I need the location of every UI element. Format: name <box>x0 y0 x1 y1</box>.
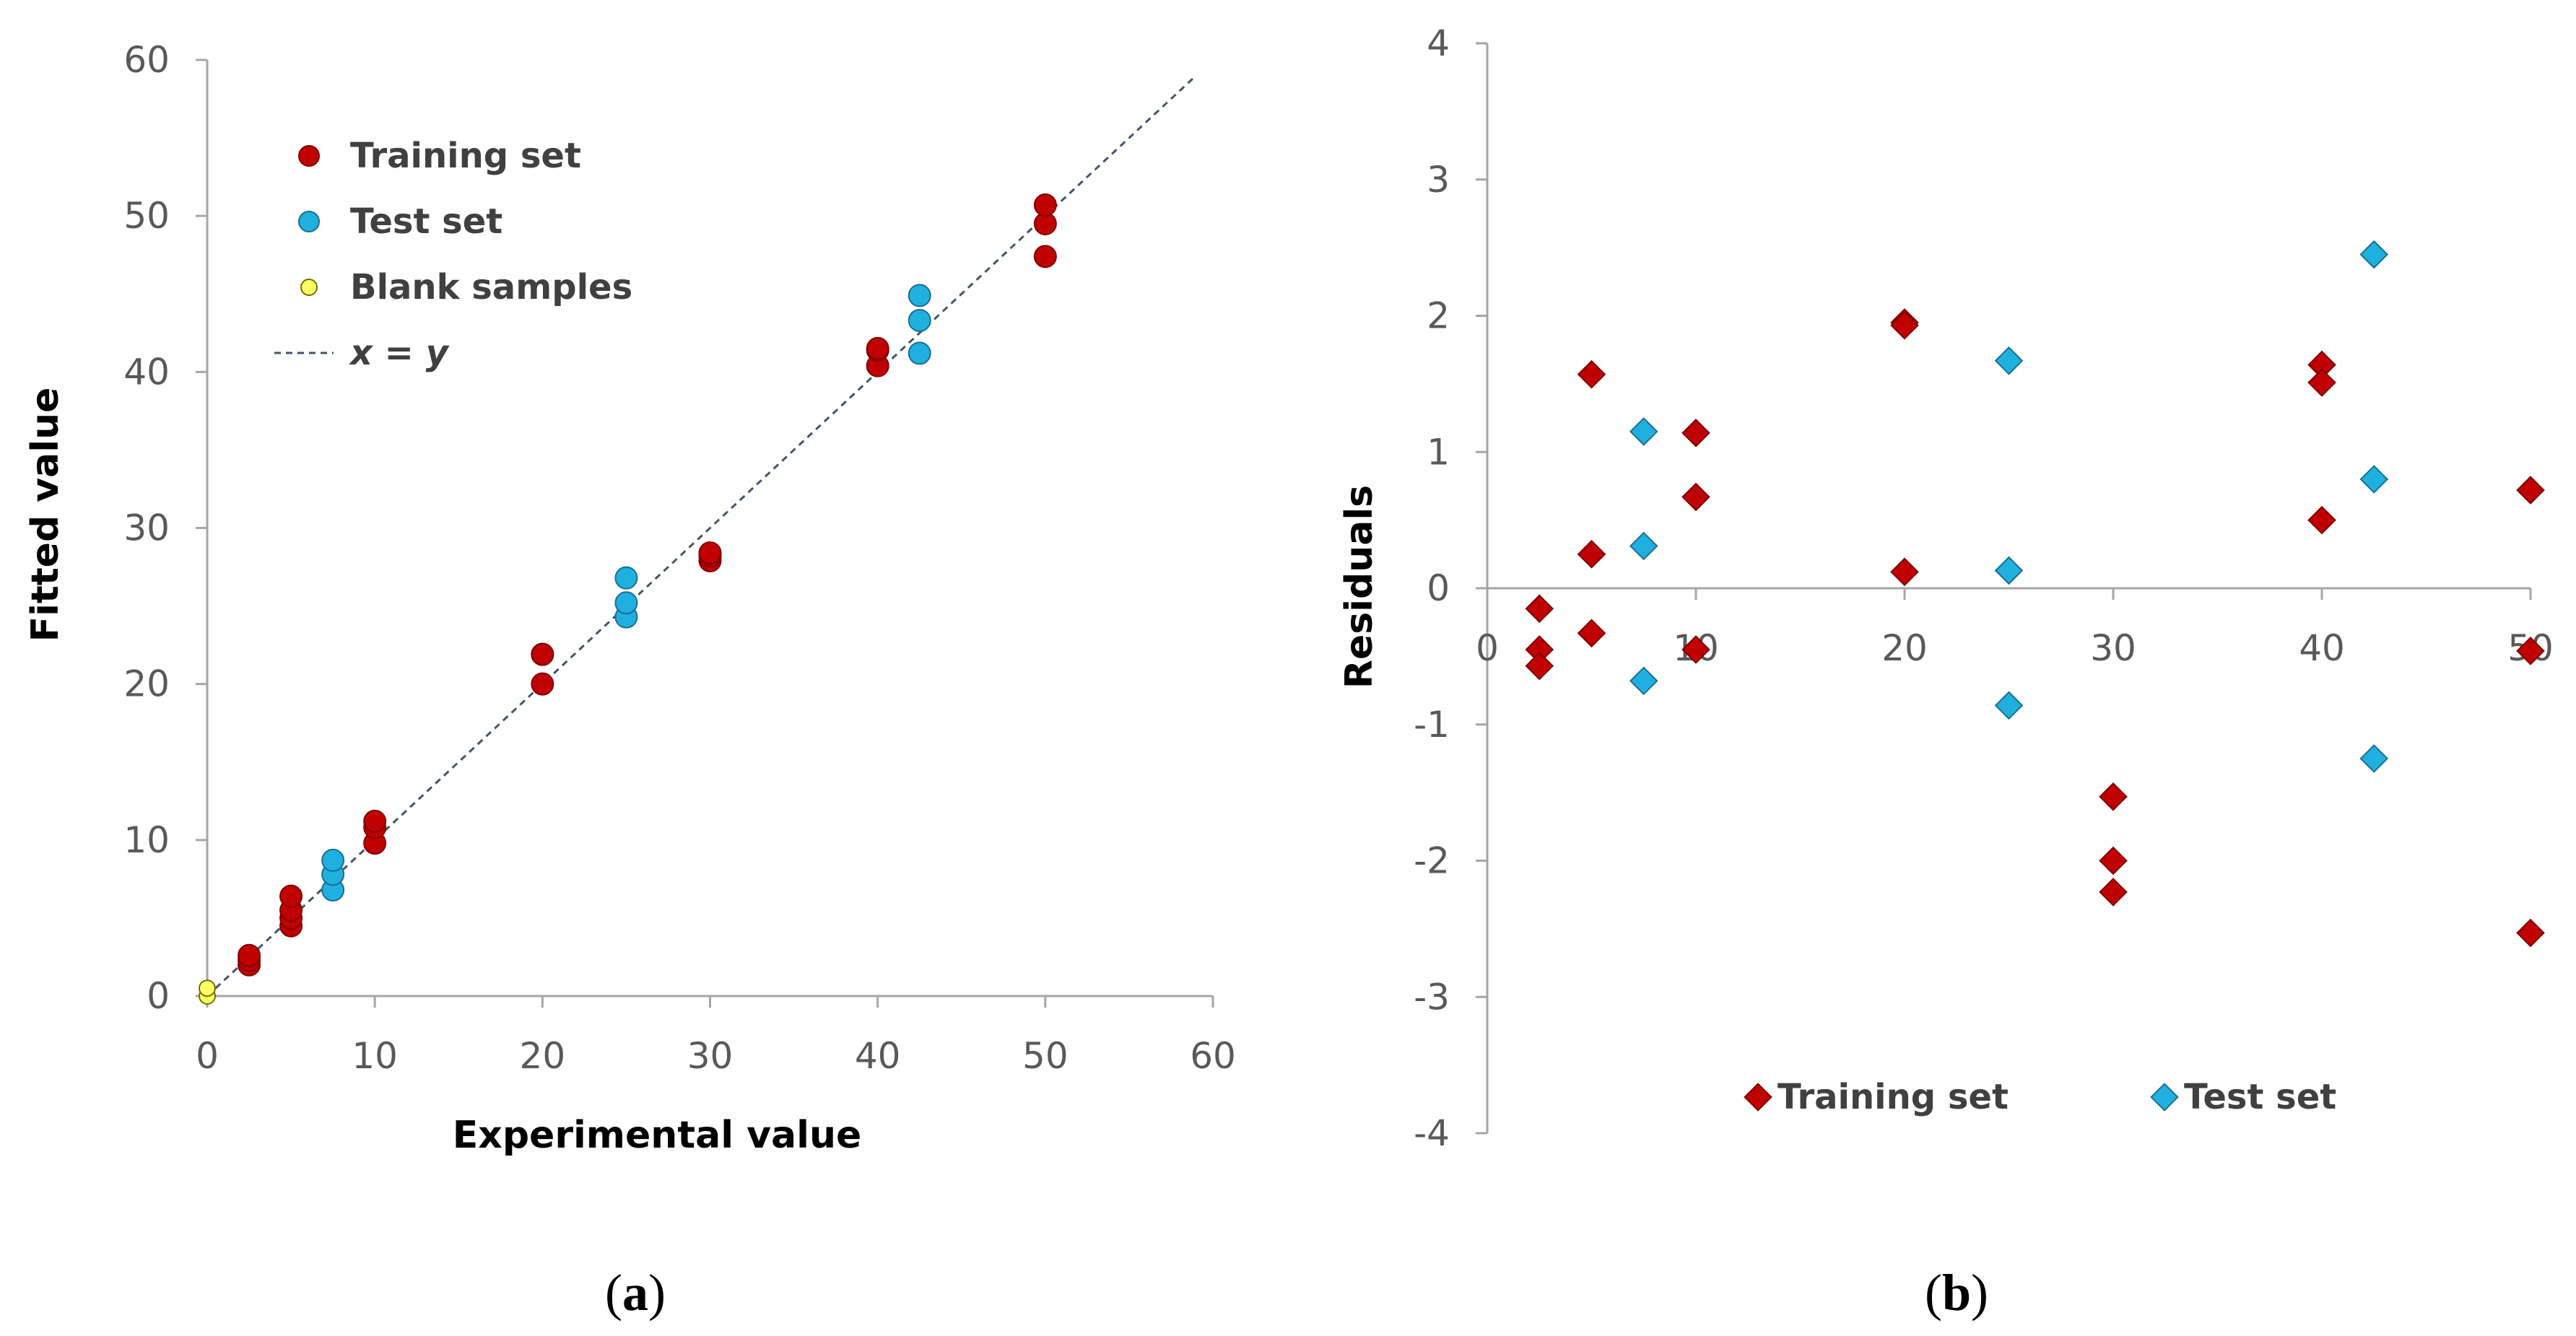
chart-b-ytick-label: 0 <box>1427 567 1450 609</box>
legend-b-test-label: Test set <box>2184 1077 2336 1117</box>
chart-a-ytick-label: 30 <box>123 507 170 549</box>
chart-a-xtick-label: 50 <box>1022 1035 1069 1077</box>
chart-b-training-point <box>1525 651 1554 681</box>
legend-a-training-label: Training set <box>350 136 581 176</box>
chart-b-training-point <box>2307 368 2336 397</box>
chart-a-xtick-label: 30 <box>687 1035 734 1077</box>
chart-a-xtick-label: 60 <box>1190 1035 1236 1077</box>
chart-a-ytick-label: 60 <box>123 39 170 81</box>
chart-b-test-point <box>1994 346 2024 375</box>
chart-a-points <box>199 193 1057 1005</box>
chart-b-xtick-label: 20 <box>1881 627 1928 669</box>
chart-a-training-point <box>1033 245 1057 268</box>
chart-a-tick-labels: 0 10 20 30 40 50 60 0 10 20 30 40 50 60 <box>123 39 1235 1077</box>
chart-b-ytick-label: 2 <box>1427 295 1450 337</box>
chart-b-training-point <box>2516 918 2545 948</box>
legend-a-blank-marker <box>300 279 318 296</box>
chart-a-ylabel: Fitted value <box>24 388 67 642</box>
chart-a-ytick-label: 50 <box>123 195 170 237</box>
chart-a-training-point <box>363 809 387 833</box>
legend-a-training-marker <box>298 145 320 167</box>
chart-b-training-point <box>1577 540 1606 569</box>
chart-a-test-point <box>908 284 931 307</box>
chart-b-training-point <box>2099 846 2128 876</box>
chart-b-training-point <box>1890 557 1919 587</box>
chart-b-training-point <box>2516 637 2545 665</box>
chart-a-training-point <box>279 884 303 908</box>
chart-a-training-point <box>1033 193 1057 217</box>
chart-b-training-point <box>1577 619 1606 648</box>
chart-b-test-point <box>1994 556 2024 585</box>
chart-b-ytick-label: -4 <box>1414 1112 1450 1154</box>
chart-b-ytick-label: 1 <box>1427 431 1450 473</box>
chart-a-training-point <box>698 541 722 565</box>
chart-a-axes <box>196 58 1214 1008</box>
chart-a-test-point <box>321 848 345 872</box>
chart-b-ytick-label: 3 <box>1427 159 1450 201</box>
chart-b-training-point <box>2516 476 2545 505</box>
chart-b-points <box>1525 240 2545 948</box>
chart-a: 0 10 20 30 40 50 60 0 10 20 30 40 50 60 Experimental … <box>24 39 1236 1322</box>
chart-b-ylabel: Residuals <box>1338 485 1381 689</box>
chart-b-training-point <box>1681 635 1710 664</box>
legend-b-training-label: Training set <box>1777 1077 2009 1117</box>
chart-b-training-point <box>2307 505 2336 535</box>
chart-b-ytick-label: -2 <box>1414 840 1450 882</box>
chart-a-test-point <box>908 308 931 332</box>
chart-a-ytick-label: 10 <box>123 819 170 861</box>
chart-b-training-point <box>1577 359 1606 389</box>
chart-a-test-point <box>908 341 931 365</box>
legend-a-test-label: Test set <box>350 201 502 242</box>
chart-b-test-point <box>1994 691 2024 720</box>
panel-label-b: (b) <box>1925 1264 1988 1322</box>
chart-b-test-point <box>1629 666 1658 696</box>
chart-b-test-point <box>2359 240 2389 269</box>
chart-b-axes <box>1476 42 2532 1135</box>
chart-a-xlabel: Experimental value <box>453 1114 861 1157</box>
chart-b-ytick-label: -3 <box>1414 976 1450 1018</box>
chart-b-xtick-label: 0 <box>1476 627 1499 669</box>
legend-a-blank-label: Blank samples <box>350 267 632 307</box>
chart-a-xtick-label: 20 <box>520 1035 566 1077</box>
chart-a-xtick-label: 10 <box>352 1035 398 1077</box>
chart-b-tick-labels: -4-3-2-10123401020304050 <box>1414 22 2554 1154</box>
chart-b-training-point <box>1525 635 1554 664</box>
chart-a-xtick-label: 40 <box>855 1035 901 1077</box>
chart-a-training-point <box>531 642 554 666</box>
chart-b-training-point <box>2307 350 2336 380</box>
chart-a-training-point <box>866 336 889 360</box>
chart-b-xtick-label: 30 <box>2090 627 2136 669</box>
chart-b-training-point <box>2099 782 2128 811</box>
chart-a-training-point <box>238 943 261 967</box>
panel-label-a: (a) <box>605 1264 666 1322</box>
chart-b-test-point <box>2359 465 2389 494</box>
chart-b-training-point <box>1681 482 1710 512</box>
chart-b-test-point <box>2359 744 2389 773</box>
chart-a-ytick-label: 0 <box>147 975 170 1017</box>
chart-b: -4-3-2-10123401020304050 Residuals Train… <box>1338 22 2554 1322</box>
chart-b-ytick-label: 4 <box>1427 22 1450 64</box>
legend-b-training-marker <box>1744 1083 1772 1112</box>
chart-a-legend: Training set Test set Blank samples x = … <box>274 136 632 373</box>
chart-b-training-point <box>2099 878 2128 907</box>
legend-b-test-marker <box>2150 1083 2179 1112</box>
chart-b-test-point <box>1629 531 1658 561</box>
chart-a-training-point <box>531 672 554 696</box>
chart-a-test-point <box>614 591 638 615</box>
chart-b-legend: Training set Test set <box>1744 1077 2336 1117</box>
chart-a-xtick-label: 0 <box>196 1035 219 1077</box>
legend-a-line-label: x = y <box>349 333 450 373</box>
chart-b-ytick-label: -1 <box>1414 704 1450 746</box>
chart-b-training-point <box>1525 594 1554 624</box>
chart-b-training-point <box>1681 419 1710 447</box>
legend-a-test-marker <box>298 211 320 232</box>
chart-a-blank-point <box>199 979 216 997</box>
chart-b-training-point <box>1890 310 1919 340</box>
chart-b-xtick-label: 40 <box>2299 627 2345 669</box>
chart-a-ytick-label: 40 <box>123 351 170 393</box>
chart-b-test-point <box>1629 417 1658 446</box>
chart-a-ytick-label: 20 <box>123 663 170 705</box>
chart-a-test-point <box>614 566 638 590</box>
